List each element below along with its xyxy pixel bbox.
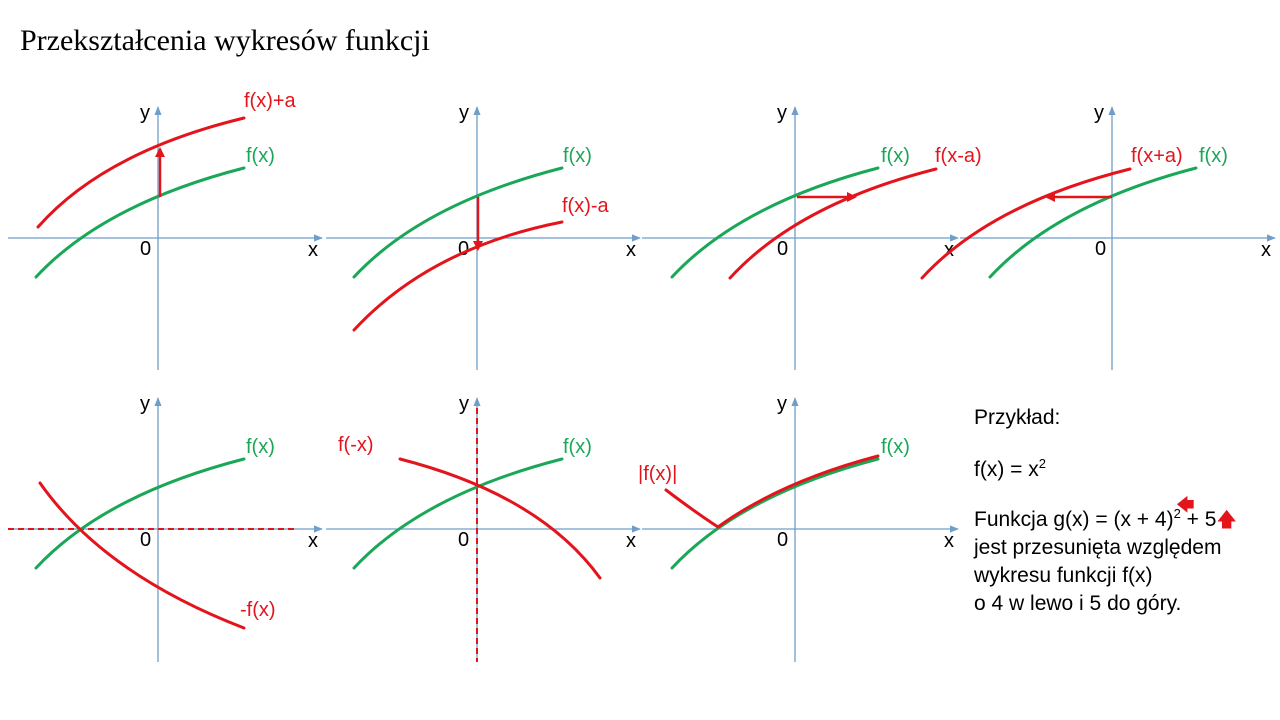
- base-label: f(x): [246, 145, 275, 167]
- transformed-label: f(-x): [338, 434, 374, 456]
- example-line-3: wykresu funkcji f(x): [974, 564, 1153, 587]
- example-g-part1: Funkcja g(x) = (x + 4): [974, 508, 1174, 531]
- transformed-curve: [38, 481, 246, 630]
- x-axis-label: x: [944, 530, 954, 552]
- left-arrow-icon: 🡄: [1176, 495, 1195, 515]
- y-axis-label: y: [140, 102, 150, 124]
- example-g-exponent: 2: [1173, 506, 1181, 521]
- x-axis-label: x: [626, 239, 636, 261]
- y-axis-label: y: [459, 102, 469, 124]
- x-axis-label: x: [944, 239, 954, 261]
- example-box: Przykład: f(x) = x2 Funkcja g(x) = (x + …: [974, 404, 1274, 618]
- y-axis-label: y: [459, 393, 469, 415]
- transformed-label: |f(x)|: [638, 463, 677, 485]
- x-axis-label: x: [308, 239, 318, 261]
- base-curve: [988, 166, 1198, 279]
- y-axis-label: y: [777, 102, 787, 124]
- transformed-curve: [728, 167, 938, 280]
- base-label: f(x): [563, 145, 592, 167]
- y-axis-label: y: [777, 393, 787, 415]
- y-axis-label: y: [140, 393, 150, 415]
- x-axis-label: x: [308, 530, 318, 552]
- origin-label: 0: [140, 529, 151, 551]
- x-axis-label: x: [626, 530, 636, 552]
- transformed-curve: [398, 457, 602, 580]
- example-g-part2: + 5: [1180, 508, 1217, 531]
- example-fx-lhs: f(x) = x: [974, 458, 1039, 481]
- example-line-4: o 4 w lewo i 5 do góry.: [974, 592, 1182, 615]
- origin-label: 0: [140, 238, 151, 260]
- example-function: f(x) = x2: [974, 450, 1274, 484]
- base-curve: [352, 457, 564, 570]
- transformed-label: f(x)-a: [562, 195, 610, 217]
- transformed-curve: [352, 220, 564, 332]
- origin-label: 0: [458, 238, 469, 260]
- x-axis-label: x: [1261, 239, 1271, 261]
- up-arrow-icon: 🡅: [1216, 509, 1237, 531]
- base-label: f(x): [563, 436, 592, 458]
- transformed-curve: [920, 167, 1132, 280]
- transformed-curve: [36, 116, 246, 229]
- example-fx-exponent: 2: [1038, 456, 1046, 471]
- base-curve: [34, 166, 246, 279]
- origin-label: 0: [1095, 238, 1106, 260]
- transformed-label: f(x)+a: [244, 90, 297, 112]
- transformed-label: f(x+a): [1131, 145, 1183, 167]
- base-curve: [670, 457, 880, 570]
- origin-label: 0: [458, 529, 469, 551]
- y-axis-label: y: [1094, 102, 1104, 124]
- base-label: f(x): [246, 436, 275, 458]
- base-label: f(x): [881, 436, 910, 458]
- example-heading: Przykład:: [974, 406, 1061, 429]
- example-line-2: jest przesunięta względem: [974, 536, 1222, 559]
- transformed-label: f(x-a): [935, 145, 982, 167]
- slide-title: Przekształcenia wykresów funkcji: [20, 24, 430, 57]
- transformed-curve: [664, 454, 880, 529]
- base-curve: [352, 166, 564, 279]
- example-g-function: Funkcja g(x) = (x + 4)2 + 5🡅 🡄: [974, 495, 1274, 534]
- transformed-label: -f(x): [240, 599, 276, 621]
- base-curve: [670, 166, 880, 279]
- origin-label: 0: [777, 529, 788, 551]
- base-label: f(x): [1199, 145, 1228, 167]
- base-label: f(x): [881, 145, 910, 167]
- origin-label: 0: [777, 238, 788, 260]
- base-curve: [34, 457, 246, 570]
